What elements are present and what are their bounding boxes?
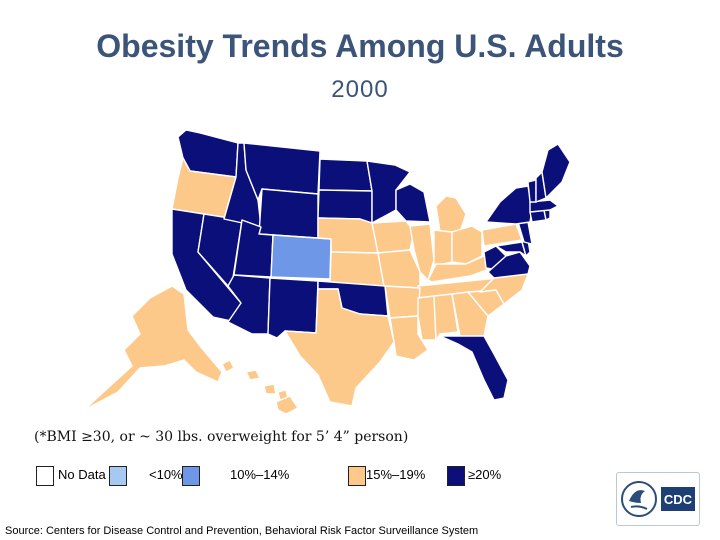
hhs-eagle-icon: CDC	[621, 481, 695, 517]
state-KS	[329, 251, 385, 287]
state-NM	[267, 277, 319, 339]
state-CO	[270, 234, 332, 280]
legend-label-under-10: <10%	[149, 467, 183, 482]
legend-label-20-plus: ≥20%	[468, 467, 502, 482]
state-MI	[435, 195, 467, 233]
cdc-logo-text: CDC	[664, 492, 693, 507]
legend-swatch-15-19	[348, 466, 366, 486]
year-label: 2000	[331, 76, 389, 103]
state-ME	[541, 143, 571, 199]
state-TX	[284, 288, 395, 407]
state-AL	[433, 293, 459, 341]
state-MS	[417, 295, 437, 341]
state-GA	[451, 291, 489, 337]
state-AK	[83, 285, 223, 411]
legend-swatch-under-10	[109, 466, 127, 486]
map-title: Obesity Trends Among U.S. Adults	[96, 28, 624, 64]
state-FL	[439, 335, 509, 401]
legend-label-10-14: 10%–14%	[230, 467, 290, 482]
state-MD	[495, 241, 527, 257]
state-MO	[377, 249, 421, 289]
state-ND	[318, 158, 373, 192]
state-IN	[433, 229, 453, 267]
state-VA	[487, 251, 531, 279]
state-OH	[451, 225, 483, 265]
cdc-logo: CDC	[616, 472, 700, 526]
legend-swatch-10-14	[182, 466, 200, 486]
state-WI	[395, 183, 431, 223]
state-HI-island	[245, 369, 261, 381]
state-VT	[527, 179, 537, 203]
state-HI-island	[221, 359, 235, 373]
source-note: Source: Centers for Disease Control and …	[5, 525, 479, 537]
state-MA	[529, 199, 559, 213]
state-PA	[481, 223, 523, 247]
state-NY	[485, 185, 533, 225]
state-AR	[384, 285, 421, 319]
state-WY	[258, 188, 319, 239]
legend-label-no-data: No Data	[58, 467, 106, 482]
bmi-footnote: (*BMI ≥30, or ~ 30 lbs. overweight for 5…	[34, 429, 409, 445]
state-HI-island	[275, 395, 299, 415]
legend-swatch-no-data	[36, 466, 54, 486]
legend-label-15-19: 15%–19%	[366, 467, 426, 482]
legend-swatch-20-plus	[447, 466, 465, 486]
state-HI-island	[263, 383, 277, 395]
state-HI	[221, 359, 299, 415]
state-IA	[371, 220, 415, 254]
